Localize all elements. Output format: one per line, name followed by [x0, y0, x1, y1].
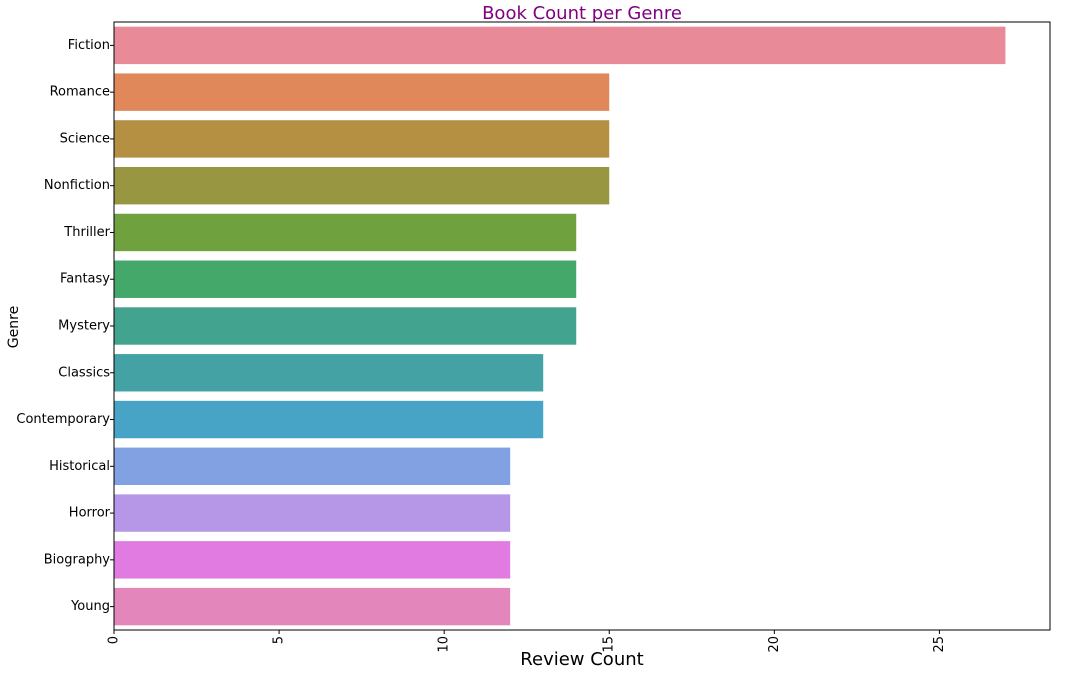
x-tick-label: 5: [272, 636, 287, 644]
x-tick-label: 15: [602, 636, 617, 653]
x-tick-labels: 0 5 10 15 20 25: [107, 630, 947, 653]
y-tick-label: Mystery: [58, 319, 110, 334]
y-tick-label: Historical: [49, 459, 110, 474]
bar-biography: [114, 541, 511, 579]
y-tick-label: Young: [70, 599, 110, 614]
y-tick-label: Nonfiction: [44, 178, 110, 193]
x-tick-label: 20: [767, 636, 782, 653]
bar-horror: [114, 494, 511, 532]
bar-young: [114, 587, 511, 626]
y-tick-label: Biography: [44, 552, 111, 567]
x-axis-title: Review Count: [520, 649, 643, 670]
bar-romance: [114, 73, 610, 111]
chart-title: Book Count per Genre: [482, 3, 682, 24]
bar-science: [114, 120, 610, 158]
y-tick-label: Fiction: [68, 38, 110, 53]
bar-thriller: [114, 213, 577, 252]
y-tick-label: Horror: [69, 506, 111, 521]
bar-mystery: [114, 307, 577, 345]
x-tick-label: 0: [107, 636, 122, 644]
y-axis-title: Genre: [6, 306, 22, 348]
plot-frame: [113, 21, 1051, 631]
y-tick-label: Fantasy: [60, 272, 110, 287]
y-tick-label: Thriller: [63, 225, 110, 240]
bar-fiction: [114, 26, 1006, 65]
bar-historical: [114, 447, 511, 486]
x-tick-label: 25: [932, 636, 947, 653]
y-tick-label: Classics: [58, 365, 110, 380]
bar-fantasy: [114, 260, 577, 298]
bar-classics: [114, 354, 544, 392]
y-tick-label: Science: [60, 131, 110, 146]
y-tick-label: Contemporary: [16, 412, 110, 427]
bar-nonfiction: [114, 166, 610, 205]
y-tick-label: Romance: [50, 85, 110, 100]
bars-layer: [114, 26, 1006, 626]
bar-contemporary: [114, 400, 544, 439]
x-tick-label: 10: [437, 636, 452, 653]
y-tick-labels: Fiction Romance Science Nonfiction Thriller F…: [16, 38, 114, 614]
